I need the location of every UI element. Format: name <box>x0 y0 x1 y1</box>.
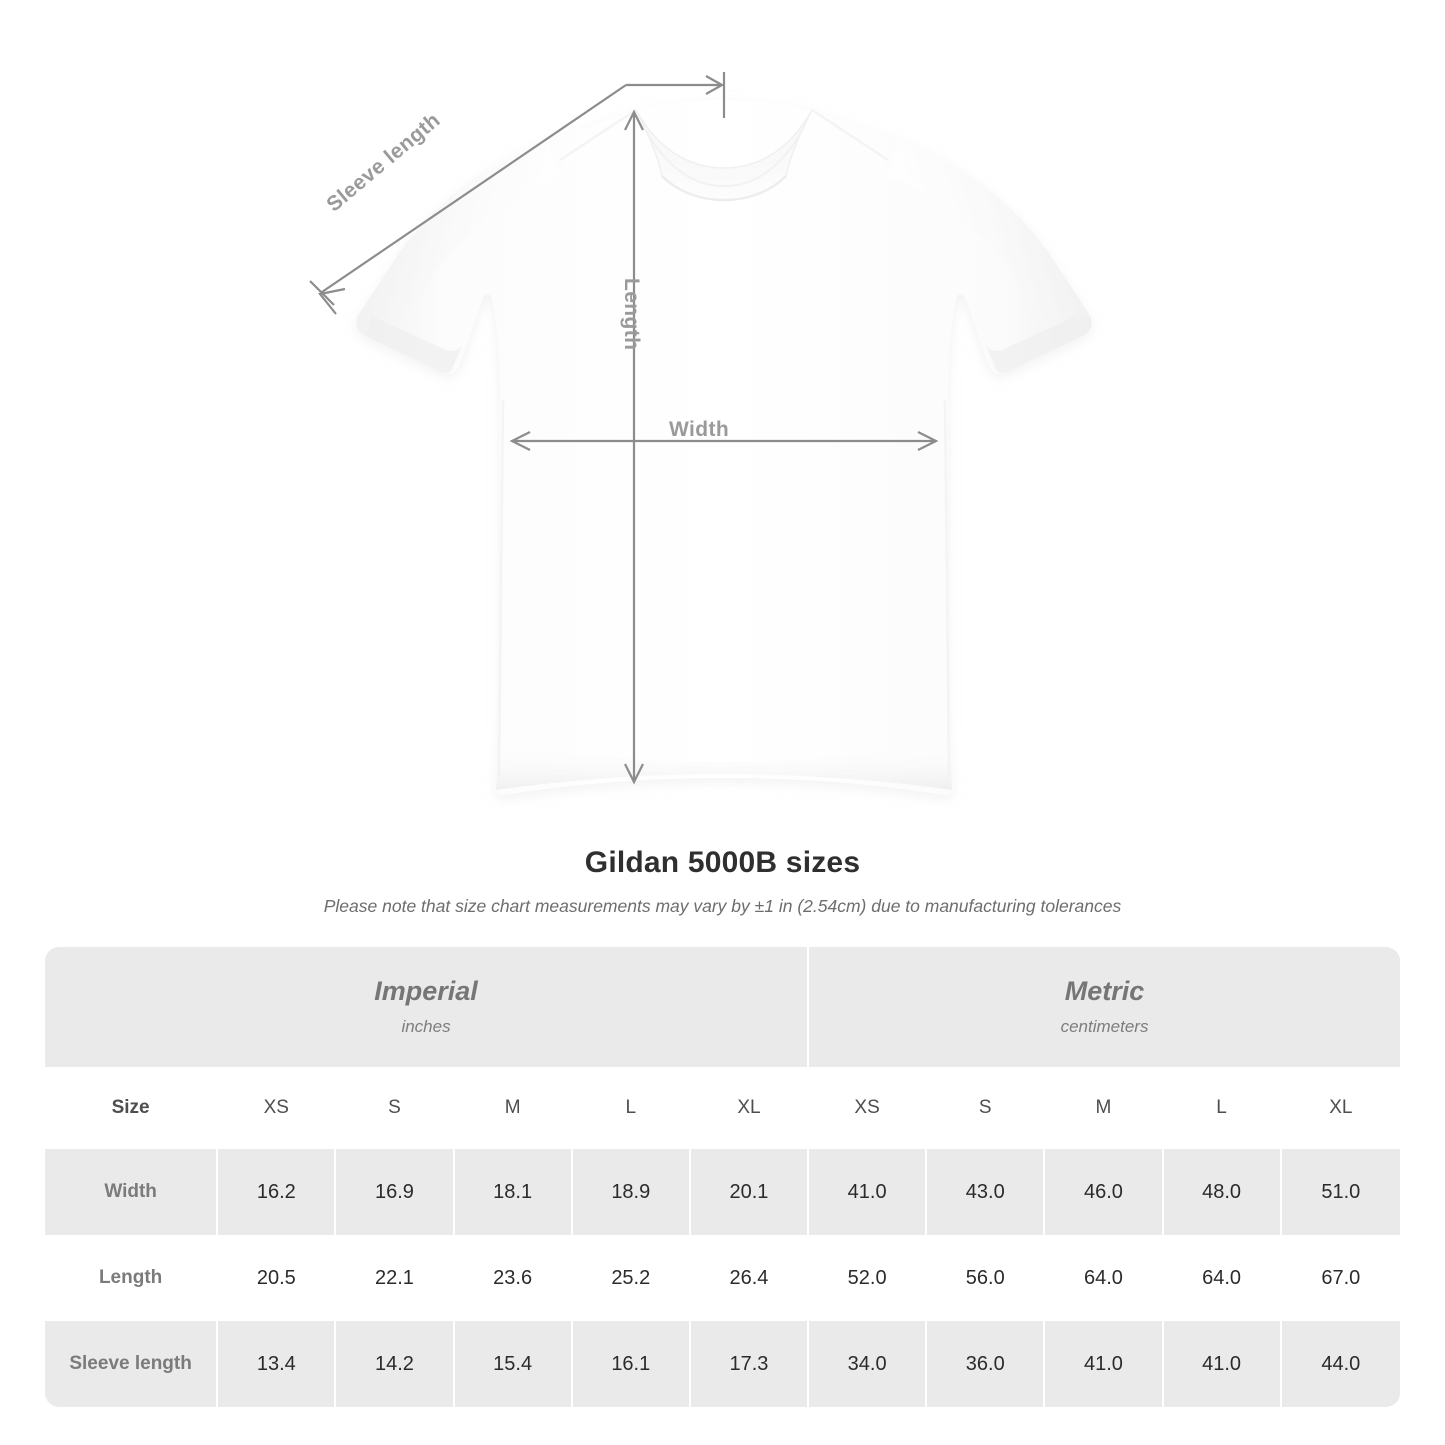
right-sleeve-shade <box>888 140 1090 330</box>
header-size-l-metric: L <box>1163 1067 1282 1149</box>
bottom-hem <box>496 742 952 790</box>
cell-width-m-in: 18.1 <box>454 1149 573 1235</box>
cell-length-xs-cm: 52.0 <box>809 1235 928 1321</box>
unit-system-row: Imperial inches Metric centimeters <box>45 947 1400 1067</box>
sleeve-start-tick <box>309 280 335 306</box>
page-title: Gildan 5000B sizes <box>584 846 861 879</box>
tolerance-note: Please note that size chart measurements… <box>323 896 1122 916</box>
collar-seam <box>661 175 787 202</box>
sleeve-arrow-left <box>318 287 346 315</box>
cell-width-xl-cm: 51.0 <box>1281 1149 1400 1235</box>
cell-length-xl-in: 26.4 <box>690 1235 810 1321</box>
cell-length-m-cm: 64.0 <box>1045 1235 1164 1321</box>
cell-sleeve-s-cm: 36.0 <box>927 1321 1046 1407</box>
header-size-xs-imperial: XS <box>218 1067 337 1149</box>
length-arrow-up <box>624 109 644 131</box>
cell-width-l-in: 18.9 <box>572 1149 691 1235</box>
size-chart-table: Imperial inches Metric centimeters Size … <box>45 947 1400 1407</box>
length-label: Length <box>620 278 643 351</box>
left-sleeve-hem <box>366 316 462 373</box>
cell-length-s-in: 22.1 <box>336 1235 455 1321</box>
cell-length-xs-in: 20.5 <box>218 1235 337 1321</box>
width-arrow-right <box>917 431 939 451</box>
cell-width-s-cm: 43.0 <box>927 1149 1046 1235</box>
measurement-lines <box>309 72 939 785</box>
header-size-xl-imperial: XL <box>690 1067 810 1149</box>
header-size-corner: Size <box>45 1067 219 1149</box>
cell-width-xl-in: 20.1 <box>690 1149 810 1235</box>
tshirt-illustration <box>309 72 1092 796</box>
title-block: Gildan 5000B sizes Please note that size… <box>0 846 1445 917</box>
table-row: Length 20.5 22.1 23.6 25.2 26.4 52.0 56.… <box>45 1235 1400 1321</box>
cell-width-xs-cm: 41.0 <box>809 1149 928 1235</box>
cell-width-l-cm: 48.0 <box>1163 1149 1282 1235</box>
shirt-body-shape <box>356 100 1092 796</box>
cell-sleeve-xl-in: 17.3 <box>690 1321 810 1407</box>
cell-length-xl-cm: 67.0 <box>1281 1235 1400 1321</box>
size-chart-table-container: Imperial inches Metric centimeters Size … <box>45 947 1400 1407</box>
unit-group-imperial: Imperial inches <box>45 947 810 1067</box>
unit-name: inches <box>401 1016 451 1036</box>
header-size-xs-metric: XS <box>809 1067 928 1149</box>
cell-length-l-in: 25.2 <box>572 1235 691 1321</box>
table-header-row: Size XS S M L XL XS S M L XL <box>45 1067 1400 1149</box>
unit-group-metric: Metric centimeters <box>809 947 1400 1067</box>
header-size-l-imperial: L <box>572 1067 691 1149</box>
cell-length-s-cm: 56.0 <box>927 1235 1046 1321</box>
sleeve-diagonal-line <box>321 84 627 293</box>
cell-sleeve-l-cm: 41.0 <box>1163 1321 1282 1407</box>
length-arrow-down <box>624 763 644 785</box>
cell-sleeve-m-in: 15.4 <box>454 1321 573 1407</box>
cell-sleeve-m-cm: 41.0 <box>1045 1321 1164 1407</box>
width-label: Width <box>669 418 730 441</box>
right-sleeve-hem <box>986 316 1082 373</box>
header-size-s-imperial: S <box>336 1067 455 1149</box>
unit-system-name: Imperial <box>374 976 478 1007</box>
tshirt-measurement-diagram: Sleeve length Length Width <box>309 72 1092 796</box>
cell-sleeve-l-in: 16.1 <box>572 1321 691 1407</box>
cell-width-xs-in: 16.2 <box>218 1149 337 1235</box>
row-label-length: Length <box>45 1235 219 1321</box>
cell-width-s-in: 16.9 <box>336 1149 455 1235</box>
table-row: Sleeve length 13.4 14.2 15.4 16.1 17.3 3… <box>45 1321 1400 1407</box>
unit-system-name: Metric <box>1064 976 1145 1007</box>
cell-sleeve-s-in: 14.2 <box>336 1321 455 1407</box>
cell-length-l-cm: 64.0 <box>1163 1235 1282 1321</box>
row-label-width: Width <box>45 1149 219 1235</box>
header-size-xl-metric: XL <box>1281 1067 1400 1149</box>
cell-sleeve-xs-cm: 34.0 <box>809 1321 928 1407</box>
header-size-m-imperial: M <box>454 1067 573 1149</box>
header-size-m-metric: M <box>1045 1067 1164 1149</box>
left-sleeve-shade <box>358 140 560 330</box>
width-arrow-left <box>509 431 531 451</box>
cell-width-m-cm: 46.0 <box>1045 1149 1164 1235</box>
unit-name: centimeters <box>1060 1016 1149 1036</box>
table-row: Width 16.2 16.9 18.1 18.9 20.1 41.0 43.0… <box>45 1149 1400 1235</box>
header-size-s-metric: S <box>927 1067 1046 1149</box>
sleeve-arrow-right <box>705 75 725 95</box>
cell-length-m-in: 23.6 <box>454 1235 573 1321</box>
row-label-sleeve-length: Sleeve length <box>45 1321 219 1407</box>
cell-sleeve-xl-cm: 44.0 <box>1281 1321 1400 1407</box>
cell-sleeve-xs-in: 13.4 <box>218 1321 337 1407</box>
